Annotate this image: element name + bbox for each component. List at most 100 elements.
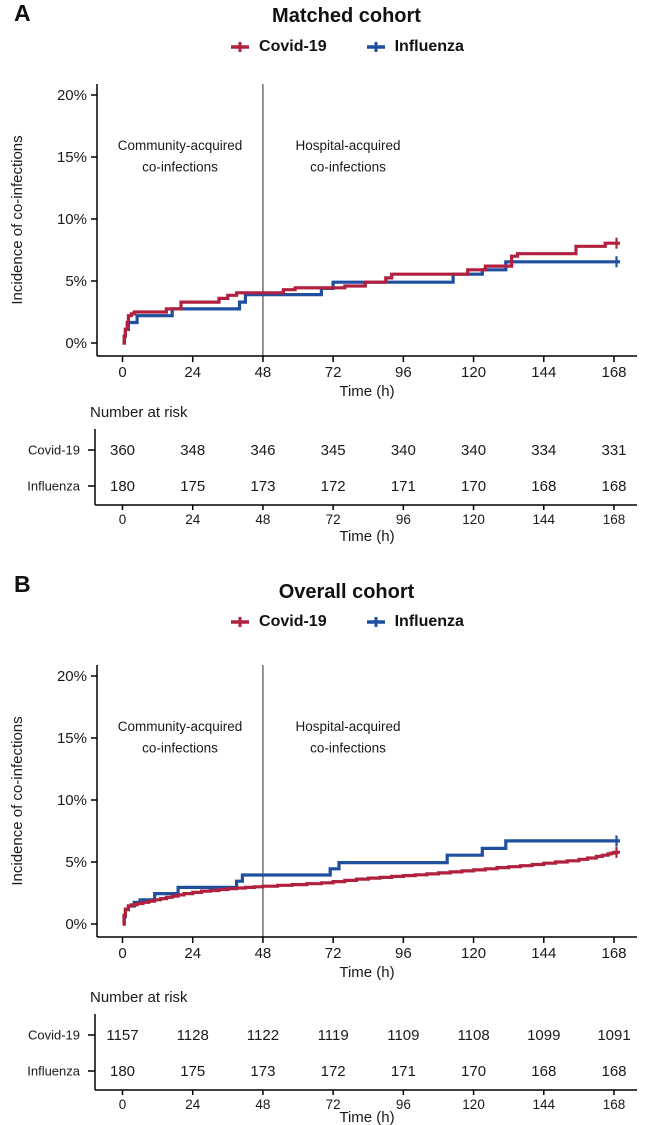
legend-label-influenza: Influenza [394,38,464,55]
risk-row-label: Influenza [27,1064,81,1079]
legend-item-influenza: Influenza [365,38,464,56]
risk-row-label: Influenza [27,479,81,494]
y-tick-label: 10% [57,792,87,809]
x-tick-label: 48 [255,945,272,962]
risk-value: 360 [110,442,135,459]
annotation-text: co-infections [142,741,218,756]
risk-value: 346 [250,442,275,459]
legend-label-influenza: Influenza [394,613,464,630]
x-tick-label: 72 [325,945,342,962]
risk-value: 340 [391,442,416,459]
influenza-curve [122,839,620,926]
legend-b: Covid-19 Influenza [60,613,633,631]
y-axis-title: Incidence of co-infections [9,135,26,304]
risk-value: 1108 [457,1027,489,1044]
panel-a: A Matched cohort Covid-19 Influenza 0% 5%… [0,0,649,562]
y-tick-label: 10% [57,211,87,228]
x-tick-label: 0 [118,364,126,381]
risk-value: 168 [601,1063,626,1080]
risk-value: 331 [601,442,626,459]
legend-a: Covid-19 Influenza [60,38,633,56]
risk-value: 172 [321,1063,346,1080]
annotation-text: Community-acquired [118,719,243,734]
x-tick-label: 144 [531,945,556,962]
x-tick-label: 144 [531,364,556,381]
legend-label-covid: Covid-19 [259,38,327,55]
panel-letter-b: B [14,571,31,597]
risk-x-tick-label: 96 [396,512,411,527]
risk-value: 1122 [247,1027,279,1044]
covid-19-curve [122,241,620,345]
risk-x-tick-label: 48 [255,512,270,527]
risk-x-tick-label: 168 [603,1097,626,1112]
risk-value: 171 [391,1063,416,1080]
x-tick-label: 24 [184,364,201,381]
risk-x-tick-label: 96 [396,1097,411,1112]
risk-value: 180 [110,478,135,495]
y-tick-label: 15% [57,730,87,747]
survival-chart-b: 0% 5% 10% 15% 20% 0 24 48 72 96 120 144 168 Time (h) I… [9,665,637,1125]
risk-value: 171 [391,478,416,495]
y-axis-title: Incidence of co-infections [9,716,26,885]
risk-table-title: Number at risk [90,989,188,1006]
risk-value: 348 [180,442,205,459]
x-tick-label: 96 [395,364,412,381]
risk-value: 170 [461,1063,486,1080]
y-tick-label: 5% [65,854,87,871]
annotation-text: Hospital-acquired [295,138,400,153]
x-tick-label: 72 [325,364,342,381]
panel-title-b: Overall cohort [278,581,415,603]
survival-chart-a: 0% 5% 10% 15% 20% 0 24 48 72 96 120 144 168 Time (h) I… [9,84,637,545]
x-tick-label: 24 [184,945,201,962]
risk-value: 175 [180,1063,205,1080]
legend-item-covid: Covid-19 [229,38,327,56]
risk-x-tick-label: 72 [326,1097,341,1112]
risk-x-tick-label: 144 [533,1097,556,1112]
x-axis-title: Time (h) [339,964,394,981]
risk-value: 168 [601,478,626,495]
legend-item-influenza: Influenza [365,613,464,631]
annotation-text: co-infections [310,741,386,756]
risk-x-tick-label: 120 [462,1097,485,1112]
x-tick-label: 0 [118,945,126,962]
risk-x-tick-label: 0 [119,1097,127,1112]
annotation-text: Community-acquired [118,138,243,153]
risk-value: 172 [321,478,346,495]
risk-x-tick-label: 48 [255,1097,270,1112]
y-tick-label: 20% [57,87,87,104]
risk-row-label: Covid-19 [28,1028,80,1043]
risk-x-tick-label: 168 [603,512,626,527]
risk-value: 180 [110,1063,135,1080]
risk-row-label: Covid-19 [28,443,80,458]
risk-value: 170 [461,478,486,495]
covid-19-curve [122,850,620,926]
risk-x-tick-label: 144 [533,512,556,527]
risk-value: 173 [250,478,275,495]
y-tick-label: 5% [65,273,87,290]
risk-x-axis-title: Time (h) [339,528,394,545]
risk-value: 1099 [527,1027,560,1044]
x-tick-label: 120 [461,364,486,381]
x-tick-label: 168 [601,945,626,962]
risk-value: 1157 [106,1027,138,1044]
annotation-text: co-infections [310,160,386,175]
risk-x-tick-label: 24 [185,1097,201,1112]
risk-value: 1119 [318,1027,349,1044]
risk-value: 168 [531,478,556,495]
influenza-line-marker-icon [366,617,385,627]
panel-title-a: Matched cohort [272,5,421,27]
risk-value: 340 [461,442,486,459]
annotation-text: Hospital-acquired [295,719,400,734]
legend-label-covid: Covid-19 [259,613,327,630]
y-tick-label: 20% [57,668,87,685]
x-tick-label: 168 [601,364,626,381]
risk-value: 1091 [597,1027,630,1044]
y-tick-label: 0% [65,916,87,933]
risk-value: 334 [531,442,556,459]
risk-value: 1128 [177,1027,209,1044]
annotation-text: co-infections [142,160,218,175]
covid-line-marker-icon [231,617,250,627]
risk-value: 345 [321,442,346,459]
x-tick-label: 48 [255,364,272,381]
